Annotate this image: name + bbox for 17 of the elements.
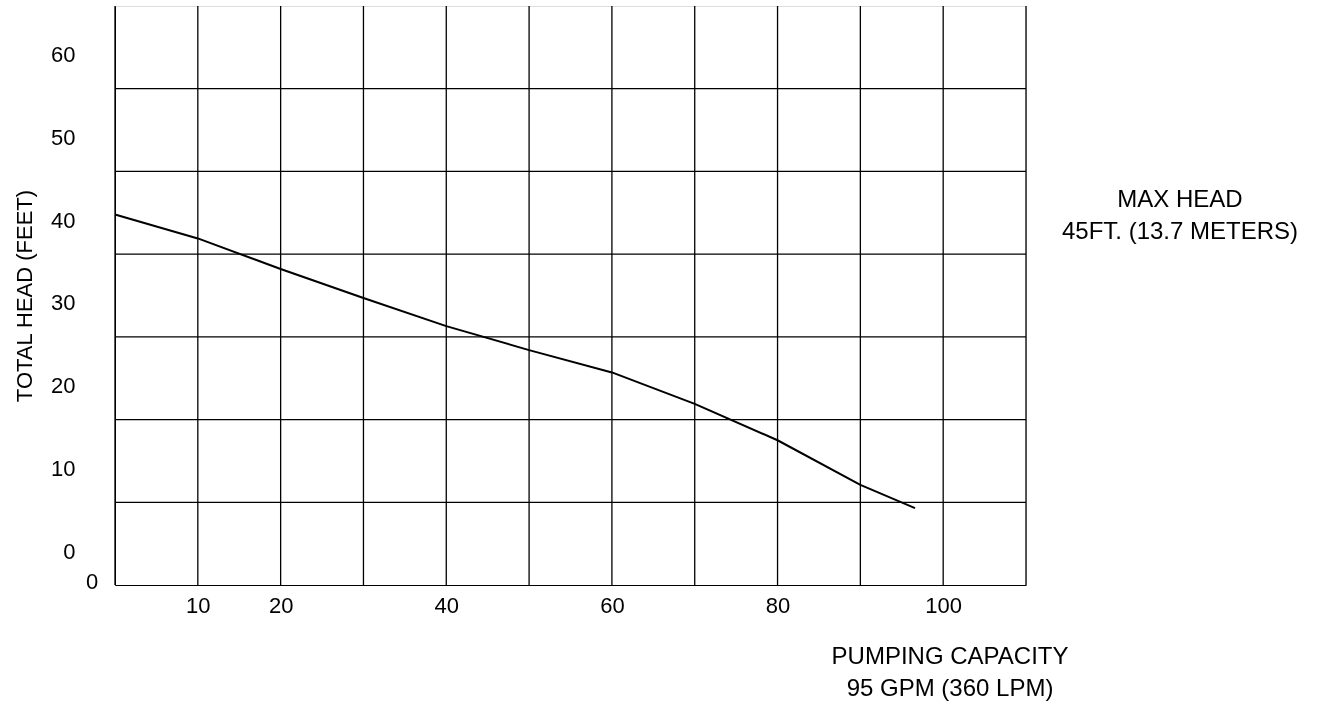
y-tick-label: 40 xyxy=(51,207,76,233)
x-tick-label: 10 xyxy=(186,592,211,618)
y-tick-label: 30 xyxy=(51,290,76,316)
y-tick-label: 0 xyxy=(63,538,76,564)
y-axis-title: TOTAL HEAD (FEET) xyxy=(12,189,38,403)
text: 0 xyxy=(85,569,99,594)
y-tick-label: 10 xyxy=(51,455,76,481)
x-tick-label: 60 xyxy=(600,592,625,618)
y-tick-label: 50 xyxy=(51,125,76,151)
x-tick-label: 20 xyxy=(268,592,294,618)
x-tick-label: 100 xyxy=(925,592,963,618)
text: PUMPING CAPACITY 95 GPM (360 LPM) xyxy=(831,642,1069,701)
x-tick-label: 80 xyxy=(765,592,791,618)
y-tick-label: 60 xyxy=(51,42,76,68)
text: MAX HEAD 45FT. (13.7 METERS) xyxy=(1061,185,1299,244)
x-tick-label: 40 xyxy=(434,592,460,618)
y-tick-label: 20 xyxy=(51,373,76,399)
